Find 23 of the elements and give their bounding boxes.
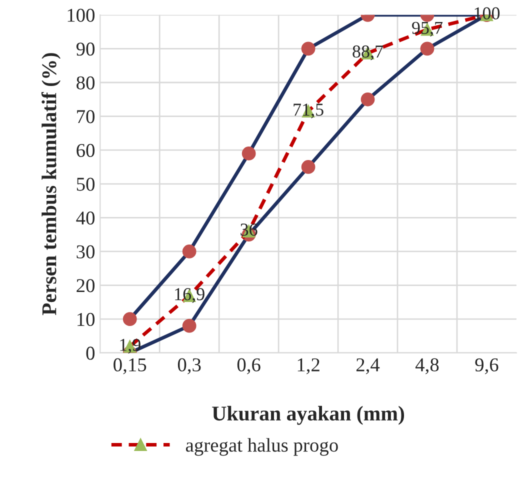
y-axis-title: Persen tembus kumulatif (%) [41, 53, 61, 316]
x-tick-label: 0,6 [237, 358, 260, 374]
y-tick-label: 100 [68, 8, 95, 22]
y-tick-label: 50 [76, 178, 95, 191]
legend-label: agregat halus progo [186, 438, 338, 456]
y-tick-label: 80 [76, 76, 95, 90]
x-tick-label: 0,15 [114, 358, 146, 374]
y-tick-label: 90 [76, 42, 95, 56]
data-label: 36 [240, 224, 258, 236]
y-tick-label: 0 [86, 346, 95, 360]
y-tick-label: 70 [77, 110, 95, 124]
x-tick-label: 2,4 [356, 358, 380, 374]
x-tick-label: 0,3 [178, 358, 201, 374]
x-tick-label: 1,2 [298, 358, 320, 374]
y-tick-label: 10 [78, 312, 95, 326]
x-tick-label: 4,8 [415, 358, 439, 374]
y-tick-label: 20 [76, 279, 95, 292]
y-tick-label: 40 [76, 212, 95, 225]
y-tick-label: 60 [76, 144, 95, 158]
x-axis-title: Ukuran ayakan (mm) [212, 406, 404, 425]
y-tick-label: 30 [76, 245, 95, 258]
data-label: 1,9 [120, 338, 140, 354]
x-tick-label: 9,6 [475, 358, 498, 374]
